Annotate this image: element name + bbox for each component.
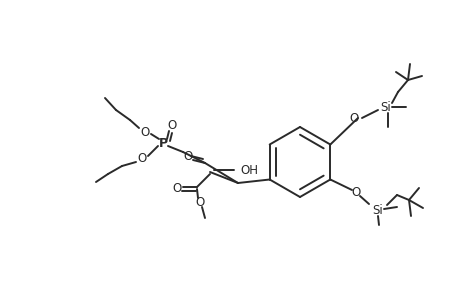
Text: P: P xyxy=(158,136,167,149)
Text: O: O xyxy=(137,152,146,164)
Text: O: O xyxy=(183,149,192,163)
Text: O: O xyxy=(351,187,360,200)
Text: O: O xyxy=(172,182,181,194)
Text: Si: Si xyxy=(372,203,382,217)
Text: Si: Si xyxy=(380,100,391,113)
Text: O: O xyxy=(140,125,149,139)
Text: O: O xyxy=(195,196,204,208)
Text: O: O xyxy=(167,118,176,131)
Text: O: O xyxy=(349,112,358,124)
Text: OH: OH xyxy=(240,164,257,176)
